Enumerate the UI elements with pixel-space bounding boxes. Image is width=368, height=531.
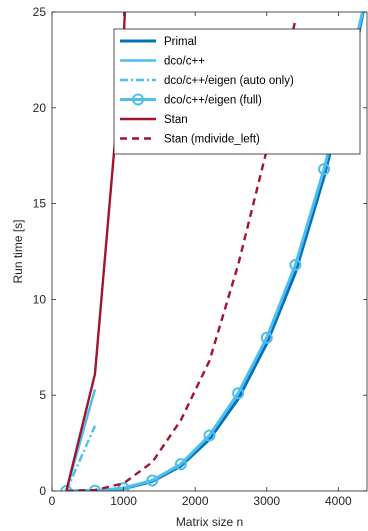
series-line-stan (65, 12, 127, 491)
series-line-stan-mdivide-left (66, 19, 297, 491)
tick-layer: 0 1000 2000 3000 4000 0 5 10 15 20 25 (33, 5, 367, 508)
y-tick-label: 10 (33, 292, 47, 306)
data-point (117, 482, 130, 491)
y-axis-label: Run time [s] (11, 219, 25, 283)
x-axis-label: Matrix size n (176, 515, 243, 529)
legend-label: dco/c++/eigen (auto only) (164, 75, 294, 87)
legend-item-stan-mdivide-left: Stan (mdivide_left) (120, 134, 260, 146)
legend-label: Stan (164, 114, 188, 126)
series-stan-mdivide-left (66, 19, 297, 491)
legend-marker (132, 93, 144, 106)
legend-label: Primal (164, 36, 197, 48)
y-tick-label: 25 (33, 5, 47, 19)
legend-item-dco-c: dco/c++ (120, 56, 205, 68)
series-line-dco-c-eigen-auto-only (65, 425, 97, 491)
x-tick-label: 4000 (325, 494, 352, 508)
x-tick-label: 1000 (110, 494, 137, 508)
y-tick-label: 15 (33, 197, 47, 211)
y-tick-label: 0 (39, 484, 46, 498)
legend-item-dco-c-eigen-auto-only: dco/c++/eigen (auto only) (120, 75, 294, 87)
legend-label: dco/c++ (164, 56, 205, 68)
data-point (203, 429, 216, 442)
data-point (289, 258, 302, 271)
legend: Primal dco/c++ dco/c++/eigen (auto only) dc… (113, 28, 361, 155)
data-point (318, 163, 331, 176)
x-tick-label: 3000 (253, 494, 280, 508)
legend-item-primal: Primal (120, 36, 197, 48)
series-dco-c-eigen-auto-only (65, 425, 97, 491)
legend-box (113, 28, 361, 155)
data-point (260, 331, 273, 344)
axes-frame (51, 11, 368, 492)
x-tick-label: 2000 (182, 494, 209, 508)
data-point (232, 387, 245, 400)
series-stan (65, 12, 127, 491)
legend-item-dco-c-eigen-full: dco/c++/eigen (full) (120, 93, 262, 107)
legend-item-stan: Stan (120, 114, 188, 126)
data-point (146, 474, 159, 487)
x-tick-label: 0 (49, 494, 56, 508)
legend-label: Stan (mdivide_left) (164, 134, 260, 146)
legend-label: dco/c++/eigen (full) (164, 95, 262, 107)
data-point (174, 458, 187, 471)
y-tick-label: 5 (39, 388, 46, 402)
y-tick-label: 20 (33, 101, 47, 115)
series-layer (60, 12, 365, 491)
